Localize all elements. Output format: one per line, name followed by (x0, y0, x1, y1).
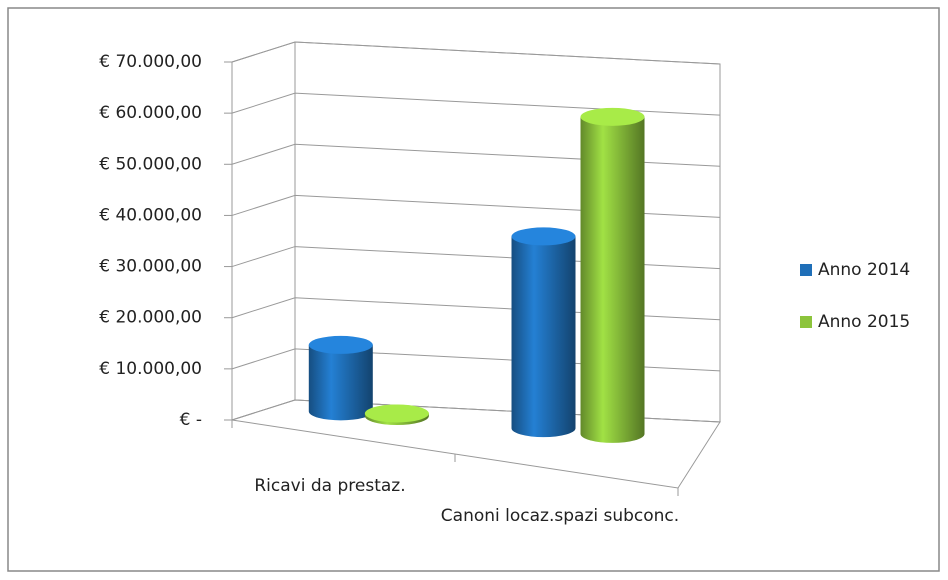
y-tick-label: € 20.000,00 (99, 308, 202, 328)
legend-label: Anno 2014 (818, 260, 910, 280)
legend-label: Anno 2015 (818, 312, 910, 332)
cylinder (580, 107, 645, 443)
legend-swatch (800, 264, 812, 276)
cylinder-body (580, 116, 645, 443)
y-tick-label: € 70.000,00 (99, 52, 202, 72)
cylinder (511, 227, 576, 438)
y-tick-label: € 50.000,00 (99, 154, 202, 174)
x-tick-label: Canoni locaz.spazi subconc. (440, 506, 680, 526)
x-tick-label: Ricavi da prestaz. (254, 476, 406, 496)
grid-line (231, 399, 721, 423)
cylinder (308, 335, 373, 421)
y-tick-label: € - (180, 410, 202, 430)
cylinder-top (580, 107, 645, 126)
cylinder-body (308, 344, 373, 421)
y-tick-label: € 30.000,00 (99, 257, 202, 277)
grid-line (231, 41, 721, 65)
grid-line (231, 348, 721, 372)
grid-line (231, 92, 721, 116)
left-wall (231, 41, 296, 421)
grid-line (231, 143, 721, 167)
y-tick-label: € 10.000,00 (99, 359, 202, 379)
cylinder-top (308, 335, 373, 354)
cylinder-body (511, 236, 576, 438)
y-tick-label: € 60.000,00 (99, 103, 202, 123)
cylinder-top (511, 227, 576, 246)
cylinder-top (364, 404, 429, 423)
y-tick-label: € 40.000,00 (99, 205, 202, 225)
legend-swatch (800, 316, 812, 328)
grid-line (231, 297, 721, 321)
cylinder (364, 404, 429, 426)
grid-line (231, 194, 721, 218)
grid-line (231, 246, 721, 270)
